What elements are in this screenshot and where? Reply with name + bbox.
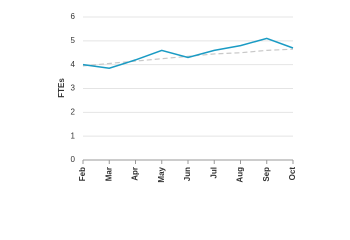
y-tick-label: 2 <box>71 107 76 116</box>
y-tick-label: 0 <box>71 155 76 164</box>
y-tick-label: 3 <box>71 84 76 93</box>
series-line <box>82 37 294 70</box>
x-tick-label: May <box>157 166 166 182</box>
x-tick-label: Jul <box>209 167 218 179</box>
x-tick-label: Aug <box>236 167 245 183</box>
series-line <box>82 48 294 67</box>
y-tick-label: 5 <box>71 36 76 45</box>
y-axis-label: FTEs <box>57 78 66 98</box>
y-tick-label: 1 <box>71 131 76 140</box>
x-tick-label: Sep <box>262 167 271 182</box>
x-tick-label: Jun <box>183 167 192 181</box>
x-tick-label: Feb <box>78 167 87 181</box>
x-tick-label: Mar <box>104 167 113 181</box>
y-tick-label: 6 <box>71 12 76 21</box>
x-tick-label: Apr <box>131 167 140 181</box>
x-tick-label: Oct <box>288 167 297 181</box>
chart: FTEs 0 1 2 3 4 5 6 Feb Mar Apr May Jun Jul Aug Sep Oct <box>57 12 297 183</box>
y-tick-label: 4 <box>71 60 76 69</box>
